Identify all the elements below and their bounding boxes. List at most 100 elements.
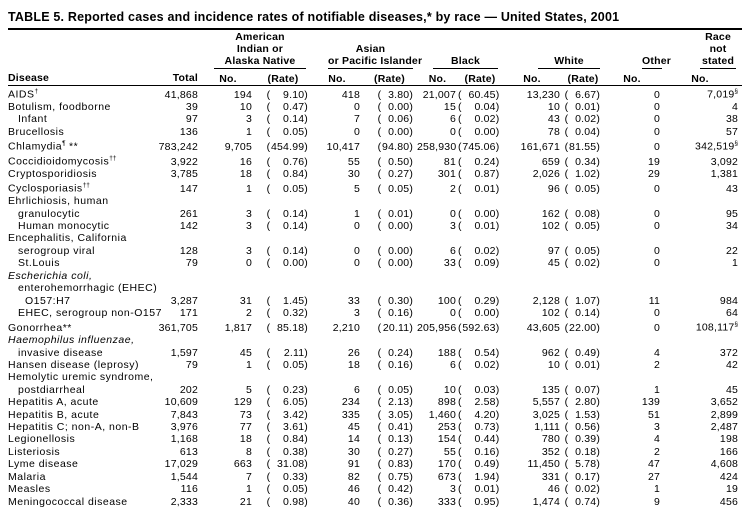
bl-rate-cell	[458, 270, 502, 282]
bl-rate-cell: (0.29)	[458, 294, 500, 307]
bl-no-cell	[417, 282, 458, 294]
rate-value: 0.42	[388, 483, 410, 496]
bl-no-cell: 15	[443, 100, 457, 113]
rate-open-paren: (	[458, 470, 462, 483]
ap-no-cell	[312, 195, 362, 207]
ap-rate-cell: (0.36)	[377, 495, 414, 508]
wh-no-cell: 352	[541, 445, 561, 458]
table-row: Cyclosporiasis†† 147 1 (0.05) 5 (0.05) 2(0.01)…	[8, 180, 742, 195]
disease-cell: Gonorrhea**	[8, 319, 158, 334]
rate-open-paren: (	[458, 359, 462, 372]
rate-open-paren: (	[564, 125, 569, 138]
rate-value: 592.63	[462, 321, 496, 334]
bl-rate-cell: (60.45)	[458, 88, 500, 101]
ai-rate-cell: (454.99)	[266, 140, 308, 153]
bl-no-cell: 0	[449, 125, 457, 138]
total-cell: 361,705	[158, 321, 198, 334]
ai-no-cell: 8	[245, 445, 252, 458]
ai-no-cell	[202, 334, 254, 346]
subheader-ap-rate: (Rate)	[362, 69, 418, 86]
ap-rate-cell: (0.05)	[377, 383, 414, 396]
disease-cell: Hepatitis C; non-A, non-B	[8, 421, 158, 433]
rate-value: 0.00	[283, 257, 305, 270]
table-row: Legionellosis 1,168 18(0.84) 14(0.13) 154(0.…	[8, 433, 742, 445]
disease-cell: Botulism, foodborne	[8, 101, 158, 113]
rate-value: 1.02	[575, 167, 597, 180]
other-no-cell: 0	[653, 100, 661, 113]
bl-no-cell: 188	[437, 346, 457, 359]
rate-open-paren: (	[266, 257, 271, 270]
ai-no-cell	[202, 270, 254, 282]
rate-value: 0.49	[474, 458, 496, 471]
disease-name: Encephalitis, California	[8, 232, 127, 245]
rate-open-paren: (	[266, 125, 271, 138]
rate-open-paren: (	[266, 495, 271, 508]
table-row: Lyme disease 17,029 663(31.08) 91(0.83) 170(…	[8, 458, 742, 470]
rate-open-paren: (	[564, 408, 569, 421]
other-no-cell: 9	[653, 495, 661, 508]
subheader-ap-no: No.	[312, 69, 362, 86]
rate-open-paren: (	[564, 244, 569, 257]
rate-value: 0.05	[388, 383, 410, 396]
rate-open-paren: (	[564, 433, 569, 446]
bl-no-cell: 6	[449, 244, 457, 257]
rate-open-paren: (	[564, 359, 569, 372]
wh-rate-cell: (6.67)	[564, 88, 601, 101]
disease-cell: Human monocytic	[8, 220, 158, 232]
rate-value: 3.05	[388, 408, 410, 421]
rate-open-paren: (	[564, 421, 569, 434]
rate-value: 0.08	[575, 207, 597, 220]
bl-rate-cell: (1.94)	[458, 470, 500, 483]
rate-open-paren: (	[458, 220, 462, 233]
group-header-black: Black	[417, 31, 502, 69]
ai-rate-cell: (3.61)	[266, 421, 308, 434]
rate-open-paren: (	[564, 470, 569, 483]
header-group-row: Disease Total American Indian or Alaska …	[8, 31, 742, 86]
ai-no-cell	[202, 195, 254, 207]
disease-name: Infant	[18, 113, 48, 126]
wh-no-cell: 161,671	[520, 140, 561, 153]
bl-no-cell: 3	[449, 483, 457, 496]
ap-no-cell: 0	[353, 125, 360, 138]
rate-open-paren: (	[458, 100, 462, 113]
ap-no-cell	[312, 270, 362, 282]
rate-open-paren: (	[458, 294, 462, 307]
bl-no-cell	[417, 195, 458, 207]
wh-rate-cell: (0.08)	[564, 207, 601, 220]
disease-name: Legionellosis	[8, 433, 76, 446]
other-no-cell	[604, 371, 666, 383]
ap-no-cell: 5	[353, 182, 360, 195]
rate-open-paren: (	[458, 182, 462, 195]
total-cell: 2,333	[170, 495, 198, 508]
ap-no-cell: 14	[347, 433, 360, 446]
group-header-american-indian-alaska-native: American Indian or Alaska Native	[202, 31, 312, 69]
other-no-cell	[604, 195, 666, 207]
ap-rate-cell: (0.83)	[377, 458, 414, 471]
ai-rate-cell: (3.42)	[266, 408, 308, 421]
rate-value: 0.14	[575, 306, 597, 319]
rate-open-paren: (	[564, 257, 569, 270]
ap-rate-cell: (0.75)	[377, 470, 414, 483]
rate-value: 0.14	[283, 220, 305, 233]
rate-value: 0.00	[474, 125, 496, 138]
footnote-marker: ¶	[62, 140, 66, 148]
ai-rate-cell: (0.14)	[266, 220, 308, 233]
ns-no-cell: 3,652	[710, 396, 739, 409]
ai-no-cell: 18	[239, 167, 252, 180]
rate-open-paren: (	[458, 140, 462, 153]
column-header-total: Total	[158, 31, 202, 86]
rate-open-paren: (	[458, 346, 462, 359]
ai-no-cell: 1	[245, 125, 252, 138]
rate-value: 0.14	[283, 207, 305, 220]
disease-cell: Hemolytic uremic syndrome,	[8, 371, 158, 383]
rate-open-paren: (	[458, 88, 462, 101]
rate-open-paren: (	[377, 321, 382, 334]
table-row: O157:H7 3,287 31 (1.45) 33 (0.30) 100(0.29) 2,1…	[8, 295, 742, 307]
total-cell: 7,843	[170, 408, 198, 421]
wh-no-cell: 96	[547, 182, 561, 195]
ap-no-cell: 1	[353, 207, 360, 220]
total-cell: 128	[179, 244, 198, 257]
wh-rate-cell: (1.02)	[564, 167, 601, 180]
disease-cell: Measles	[8, 483, 158, 495]
bl-rate-cell: (0.16)	[458, 445, 500, 458]
